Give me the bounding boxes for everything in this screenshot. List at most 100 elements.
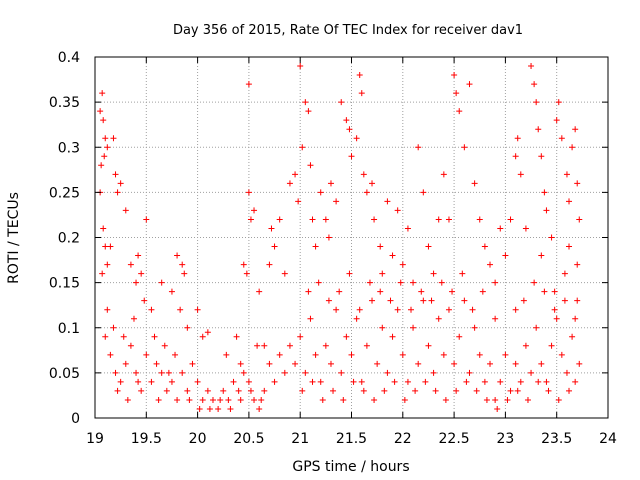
data-point [172,351,179,358]
data-point [158,279,165,286]
data-point [209,396,216,403]
data-point [548,234,555,241]
data-point [237,396,244,403]
data-point [266,360,273,367]
data-point [305,108,312,115]
data-point [561,270,568,277]
data-point [369,180,376,187]
data-point [254,342,261,349]
data-point [399,261,406,268]
data-point [99,270,106,277]
data-point [391,378,398,385]
data-point [114,189,121,196]
data-point [117,378,124,385]
data-point [338,369,345,376]
data-point [174,396,181,403]
data-point [240,261,247,268]
data-point [245,81,252,88]
data-point [122,360,129,367]
data-point [353,135,360,142]
y-tick-label: 0.25 [49,185,80,201]
data-point [514,135,521,142]
data-point [343,117,350,124]
data-point [358,90,365,97]
data-point [124,396,131,403]
data-point [184,324,191,331]
data-point [336,288,343,295]
data-point [220,387,227,394]
data-point [412,387,419,394]
data-point [569,144,576,151]
data-point [399,351,406,358]
data-point [401,396,408,403]
data-point [127,342,134,349]
data-point [524,396,531,403]
data-point [276,351,283,358]
data-point [268,225,275,232]
data-point [374,360,381,367]
data-point [251,207,258,214]
data-point [555,99,562,106]
data-point [199,333,206,340]
data-point [346,126,353,133]
data-point [235,387,242,394]
data-point [471,180,478,187]
data-point [558,351,565,358]
data-point [327,180,334,187]
data-point [435,315,442,322]
x-axis-label: GPS time / hours [292,459,409,475]
data-point [566,387,573,394]
data-point [528,63,535,70]
data-point [114,387,121,394]
data-point [438,279,445,286]
data-point [566,198,573,205]
data-point [456,333,463,340]
data-point [377,243,384,250]
data-point [522,225,529,232]
y-tick-label: 0.4 [58,50,80,66]
data-point [179,369,186,376]
data-point [512,360,519,367]
data-point [507,387,514,394]
y-tick-label: 0.15 [49,276,80,292]
data-point [538,252,545,259]
data-point [189,360,196,367]
data-point [451,72,458,79]
data-point [440,351,447,358]
data-point [204,387,211,394]
data-point [569,333,576,340]
data-point [184,387,191,394]
data-point [348,153,355,160]
data-point [543,207,550,214]
data-point [138,387,145,394]
data-point [566,243,573,250]
data-point [107,351,114,358]
data-point [230,378,237,385]
data-point [535,378,542,385]
data-point [102,243,109,250]
data-point [377,288,384,295]
data-point [245,378,252,385]
data-point [297,63,304,70]
data-point [158,369,165,376]
data-point [425,342,432,349]
data-point [358,378,365,385]
data-point [404,225,411,232]
data-point [233,333,240,340]
x-tick-label: 23 [496,431,514,447]
x-tick-label: 20 [189,431,207,447]
data-point [141,297,148,304]
data-point [360,171,367,178]
data-point [251,396,258,403]
data-point [502,252,509,259]
data-point [346,270,353,277]
data-point [466,369,473,376]
data-point [558,135,565,142]
data-point [98,162,105,169]
data-point [463,378,470,385]
data-point [466,81,473,88]
data-point [322,342,329,349]
data-point [576,216,583,223]
grid-lines [95,57,608,418]
